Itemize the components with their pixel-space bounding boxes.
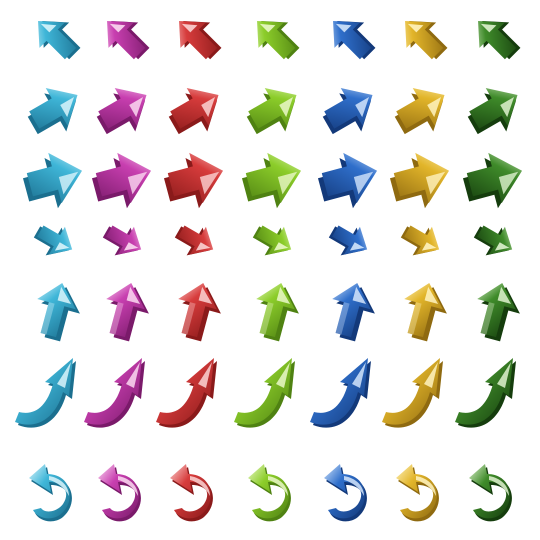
arrow-upleft-flat-magenta-icon: [94, 8, 154, 68]
arrow-up-3d-magenta-icon: [94, 280, 154, 342]
arrow-curved-up-blue-icon: [310, 358, 380, 428]
arrow-hook-darkgreen-icon: [465, 460, 525, 522]
arrow-hook-cyan-icon: [25, 460, 85, 522]
arrow-curved-up-magenta-icon: [84, 358, 154, 428]
arrow-downright-small-green-icon: [244, 210, 304, 270]
arrow-upleft-flat-blue-icon: [320, 8, 380, 68]
arrow-downright-small-blue-icon: [320, 210, 380, 270]
arrow-upright-block-blue-icon: [320, 78, 380, 138]
arrow-curved-up-red-icon: [156, 358, 226, 428]
arrow-curved-up-gold-icon: [382, 358, 452, 428]
arrow-right-chunky-magenta-icon: [91, 148, 154, 209]
arrow-downright-small-gold-icon: [392, 210, 452, 270]
arrow-hook-magenta-icon: [94, 460, 154, 522]
arrow-upleft-flat-cyan-icon: [25, 8, 85, 68]
arrow-upright-block-red-icon: [166, 78, 226, 138]
arrow-upleft-flat-red-icon: [166, 8, 226, 68]
arrow-hook-red-icon: [166, 460, 226, 522]
arrow-curved-up-darkgreen-icon: [455, 358, 525, 428]
arrow-up-3d-green-icon: [244, 280, 304, 342]
arrow-right-chunky-blue-icon: [317, 148, 380, 209]
arrow-right-chunky-cyan-icon: [22, 148, 85, 209]
arrow-up-3d-blue-icon: [320, 280, 380, 342]
arrow-hook-gold-icon: [392, 460, 452, 522]
arrow-upleft-flat-green-icon: [244, 8, 304, 68]
arrow-downright-small-darkgreen-icon: [465, 210, 525, 270]
arrow-hook-green-icon: [244, 460, 304, 522]
arrow-upleft-flat-darkgreen-icon: [465, 8, 525, 68]
arrow-curved-up-cyan-icon: [15, 358, 85, 428]
arrow-right-chunky-red-icon: [163, 148, 226, 209]
arrow-hook-blue-icon: [320, 460, 380, 522]
arrow-downright-small-red-icon: [166, 210, 226, 270]
arrow-right-chunky-gold-icon: [389, 148, 452, 209]
arrow-upright-block-magenta-icon: [94, 78, 154, 138]
arrow-up-3d-red-icon: [166, 280, 226, 342]
arrow-upright-block-darkgreen-icon: [465, 78, 525, 138]
arrow-upleft-flat-gold-icon: [392, 8, 452, 68]
arrow-upright-block-cyan-icon: [25, 78, 85, 138]
arrow-up-3d-darkgreen-icon: [465, 280, 525, 342]
arrow-up-3d-gold-icon: [392, 280, 452, 342]
arrow-right-chunky-darkgreen-icon: [462, 148, 525, 209]
arrow-right-chunky-green-icon: [241, 148, 304, 209]
arrow-downright-small-cyan-icon: [25, 210, 85, 270]
arrow-upright-block-green-icon: [244, 78, 304, 138]
arrow-upright-block-gold-icon: [392, 78, 452, 138]
arrow-up-3d-cyan-icon: [25, 280, 85, 342]
arrow-curved-up-green-icon: [234, 358, 304, 428]
arrow-downright-small-magenta-icon: [94, 210, 154, 270]
